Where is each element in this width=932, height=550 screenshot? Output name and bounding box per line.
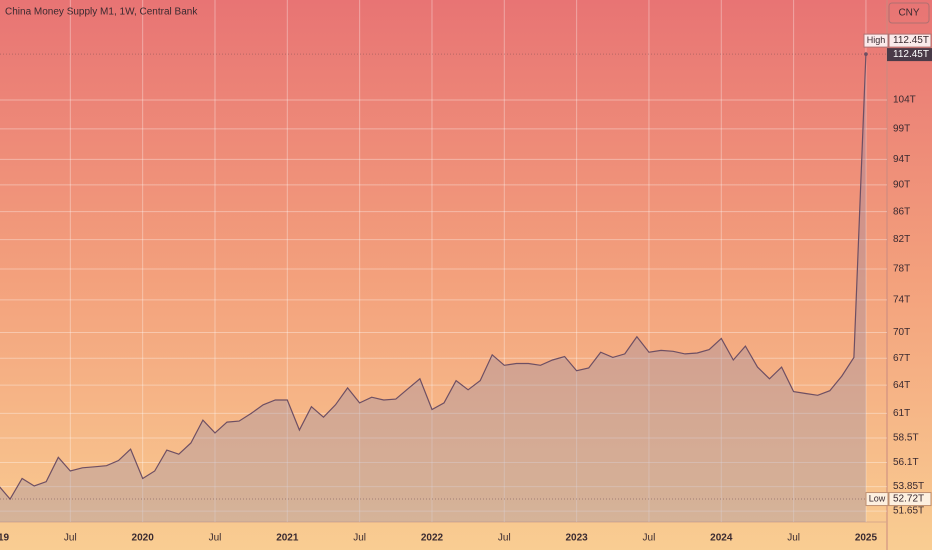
low-label: Low [869, 493, 886, 503]
low-tag [865, 492, 889, 507]
currency-box[interactable] [888, 2, 930, 24]
area-line [0, 54, 867, 501]
x-tick-label: 2021 [276, 533, 299, 544]
y-tick-label: 99T [893, 124, 910, 135]
y-tick-label: 74T [893, 295, 910, 306]
y-tick-label: 70T [893, 327, 910, 338]
x-tick-label: Jul [643, 533, 656, 544]
y-tick-label: 78T [893, 264, 910, 275]
y-tick-label: 58.5T [893, 433, 919, 444]
x-tick-label: 2020 [132, 533, 155, 544]
x-tick-label: 2025 [855, 533, 878, 544]
last-value-tag [887, 48, 932, 62]
x-tick-label: Jul [353, 533, 366, 544]
y-tick-label: 94T [893, 154, 910, 165]
high-tag [863, 33, 889, 48]
x-tick-label: Jul [787, 533, 800, 544]
x-tick-label: 2022 [421, 533, 444, 544]
y-tick-label: 61T [893, 408, 910, 419]
x-tick-label: 2023 [566, 533, 589, 544]
low-value-tag [888, 492, 932, 507]
x-tick-label: 2024 [710, 533, 733, 544]
x-tick-label: Jul [209, 533, 222, 544]
x-tick-label: Jul [498, 533, 511, 544]
y-tick-label: 53.85T [893, 481, 924, 492]
area-fill [0, 54, 866, 522]
y-tick-label: 86T [893, 206, 910, 217]
x-tick-label: Jul [64, 533, 77, 544]
currency[interactable]: CNY [898, 8, 919, 19]
high-value-tag [888, 33, 932, 48]
chart-title: China Money Supply M1, 1W, Central Bank [5, 7, 198, 18]
y-tick-label: 64T [893, 380, 910, 391]
y-tick-label: 90T [893, 180, 910, 191]
y-tick-label: 82T [893, 234, 910, 245]
high-value: 112.45T [893, 35, 929, 46]
y-tick-label: 56.1T [893, 457, 919, 468]
high-label: High [867, 35, 886, 45]
y-tick-label: 51.65T [893, 506, 924, 517]
last-point [864, 52, 868, 56]
y-tick-label: 67T [893, 353, 910, 364]
x-tick-label: 2019 [0, 533, 10, 544]
last-value: 112.45T [893, 49, 929, 60]
y-tick-label: 104T [893, 95, 916, 106]
low-value: 52.72T [893, 494, 924, 505]
